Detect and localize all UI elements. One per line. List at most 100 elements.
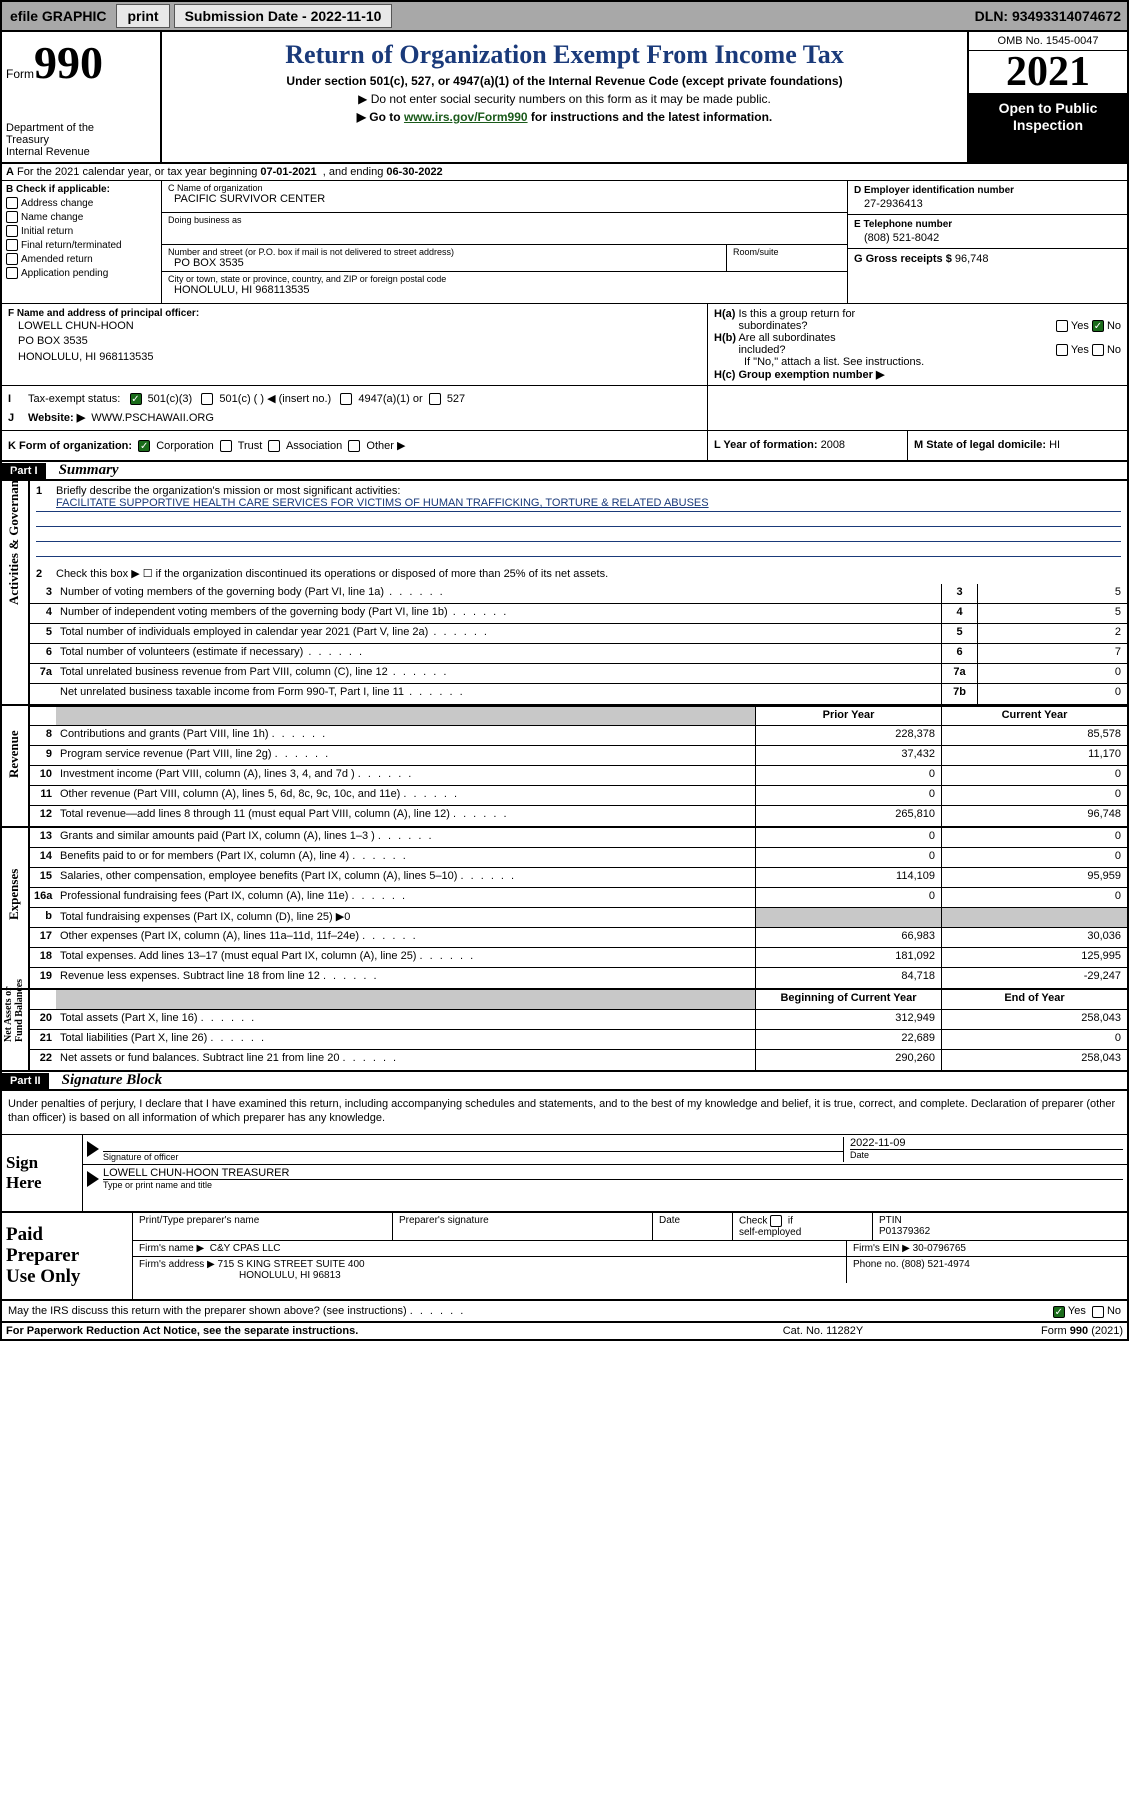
row-k: K Form of organization: Corporation Trus… <box>2 431 1127 462</box>
c-street-label: Number and street (or P.O. box if mail i… <box>168 247 720 257</box>
k-label: K Form of organization: <box>8 440 132 452</box>
row-val: 7 <box>977 644 1127 663</box>
checkbox-other[interactable] <box>348 440 360 452</box>
checkbox-association[interactable] <box>268 440 280 452</box>
data-row: 9 Program service revenue (Part VIII, li… <box>30 746 1127 766</box>
row-num: 4 <box>30 604 56 623</box>
checkbox-501c[interactable] <box>201 393 213 405</box>
checkbox-discuss-yes[interactable] <box>1053 1306 1065 1318</box>
toolbar: efile GRAPHIC print Submission Date - 20… <box>0 0 1129 32</box>
ij-right <box>707 386 1127 430</box>
footer-right: Form 990 (2021) <box>923 1325 1123 1337</box>
data-row: 15 Salaries, other compensation, employe… <box>30 868 1127 888</box>
row-num: 7a <box>30 664 56 683</box>
f-name: LOWELL CHUN-HOON <box>8 319 701 334</box>
dln-label: DLN: 93493314074672 <box>975 8 1125 24</box>
e-val: (808) 521-8042 <box>854 232 1121 244</box>
row-desc: Program service revenue (Part VIII, line… <box>56 746 755 765</box>
open-public: Open to PublicInspection <box>969 94 1127 162</box>
k-opt4: Other ▶ <box>366 440 405 452</box>
checkbox-final-return[interactable] <box>6 239 18 251</box>
row-desc: Total expenses. Add lines 13–17 (must eq… <box>56 948 755 967</box>
checkbox-ha-no[interactable] <box>1092 320 1104 332</box>
row-val: 0 <box>977 684 1127 704</box>
form-title: Return of Organization Exempt From Incom… <box>170 40 959 70</box>
row-val: 5 <box>977 604 1127 623</box>
hc-label: H(c) Group exemption number ▶ <box>714 369 884 381</box>
checkbox-discuss-no[interactable] <box>1092 1306 1104 1318</box>
prep-sig-label: Preparer's signature <box>393 1213 653 1240</box>
checkbox-hb-yes[interactable] <box>1056 344 1068 356</box>
checkbox-501c3[interactable] <box>130 393 142 405</box>
gov-row: 4 Number of independent voting members o… <box>30 604 1127 624</box>
row-num: 13 <box>30 828 56 847</box>
sign-here-label: SignHere <box>2 1135 82 1211</box>
row-f: F Name and address of principal officer:… <box>2 304 1127 386</box>
form-word: Form <box>6 67 34 81</box>
checkbox-amended-return[interactable] <box>6 253 18 265</box>
tax-year: 2021 <box>969 51 1127 94</box>
checkbox-self-employed[interactable] <box>770 1215 782 1227</box>
row-prior: 66,983 <box>755 928 941 947</box>
row-prior: 228,378 <box>755 726 941 745</box>
c-name-label: C Name of organization <box>168 183 841 193</box>
checkbox-hb-no[interactable] <box>1092 344 1104 356</box>
side-gov: Activities & Governance <box>6 581 22 605</box>
row-num: 8 <box>30 726 56 745</box>
row-curr: 85,578 <box>941 726 1127 745</box>
i-opt1: 501(c)(3) <box>148 393 193 405</box>
row-num: 21 <box>30 1030 56 1049</box>
net-head-num <box>30 990 56 1009</box>
row-desc: Contributions and grants (Part VIII, lin… <box>56 726 755 745</box>
b-opt-1: Address change <box>21 198 93 209</box>
row-num: 9 <box>30 746 56 765</box>
checkbox-trust[interactable] <box>220 440 232 452</box>
head-beg: Beginning of Current Year <box>755 990 941 1009</box>
col-c: C Name of organization PACIFIC SURVIVOR … <box>162 181 847 303</box>
row-curr: 0 <box>941 786 1127 805</box>
print-button[interactable]: print <box>116 4 169 28</box>
row-prior: 290,260 <box>755 1050 941 1070</box>
mission-text[interactable]: FACILITATE SUPPORTIVE HEALTH CARE SERVIC… <box>56 497 709 509</box>
row-desc: Net assets or fund balances. Subtract li… <box>56 1050 755 1070</box>
c-city-label: City or town, state or province, country… <box>168 274 841 284</box>
checkbox-initial-return[interactable] <box>6 225 18 237</box>
part1-title: Summary <box>49 462 119 478</box>
checkbox-address-change[interactable] <box>6 197 18 209</box>
row-curr: 11,170 <box>941 746 1127 765</box>
firm-phone-label: Phone no. <box>853 1259 899 1270</box>
row-prior: 181,092 <box>755 948 941 967</box>
q2-text: Check this box ▶ ☐ if the organization d… <box>56 568 608 580</box>
checkbox-name-change[interactable] <box>6 211 18 223</box>
head-end: End of Year <box>941 990 1127 1009</box>
checkbox-4947[interactable] <box>340 393 352 405</box>
row-num: 6 <box>30 644 56 663</box>
data-row: 11 Other revenue (Part VIII, column (A),… <box>30 786 1127 806</box>
firm-addr2: HONOLULU, HI 96813 <box>139 1270 341 1281</box>
section-bc: B Check if applicable: Address change Na… <box>2 181 1127 304</box>
b-opt-6: Application pending <box>21 268 108 279</box>
data-row: 18 Total expenses. Add lines 13–17 (must… <box>30 948 1127 968</box>
checkbox-ha-yes[interactable] <box>1056 320 1068 332</box>
row-desc: Benefits paid to or for members (Part IX… <box>56 848 755 867</box>
b-opt-4: Final return/terminated <box>21 240 122 251</box>
section-net: Net Assets orFund Balances Beginning of … <box>2 990 1127 1072</box>
row-num <box>30 684 56 704</box>
irs-link[interactable]: www.irs.gov/Form990 <box>404 110 528 124</box>
checkbox-application-pending[interactable] <box>6 267 18 279</box>
row-curr: 30,036 <box>941 928 1127 947</box>
q1-text: Briefly describe the organization's miss… <box>56 485 400 497</box>
row-desc: Total number of volunteers (estimate if … <box>56 644 941 663</box>
row-a: A For the 2021 calendar year, or tax yea… <box>2 164 1127 181</box>
row-desc: Total unrelated business revenue from Pa… <box>56 664 941 683</box>
gov-row: 7a Total unrelated business revenue from… <box>30 664 1127 684</box>
header-right: OMB No. 1545-0047 2021 Open to PublicIns… <box>967 32 1127 162</box>
row-desc: Other expenses (Part IX, column (A), lin… <box>56 928 755 947</box>
row-curr: 0 <box>941 888 1127 907</box>
checkbox-527[interactable] <box>429 393 441 405</box>
penalty-text: Under penalties of perjury, I declare th… <box>2 1091 1127 1132</box>
submission-date-button[interactable]: Submission Date - 2022-11-10 <box>174 4 393 28</box>
row-prior: 114,109 <box>755 868 941 887</box>
row-num: 15 <box>30 868 56 887</box>
checkbox-corporation[interactable] <box>138 440 150 452</box>
